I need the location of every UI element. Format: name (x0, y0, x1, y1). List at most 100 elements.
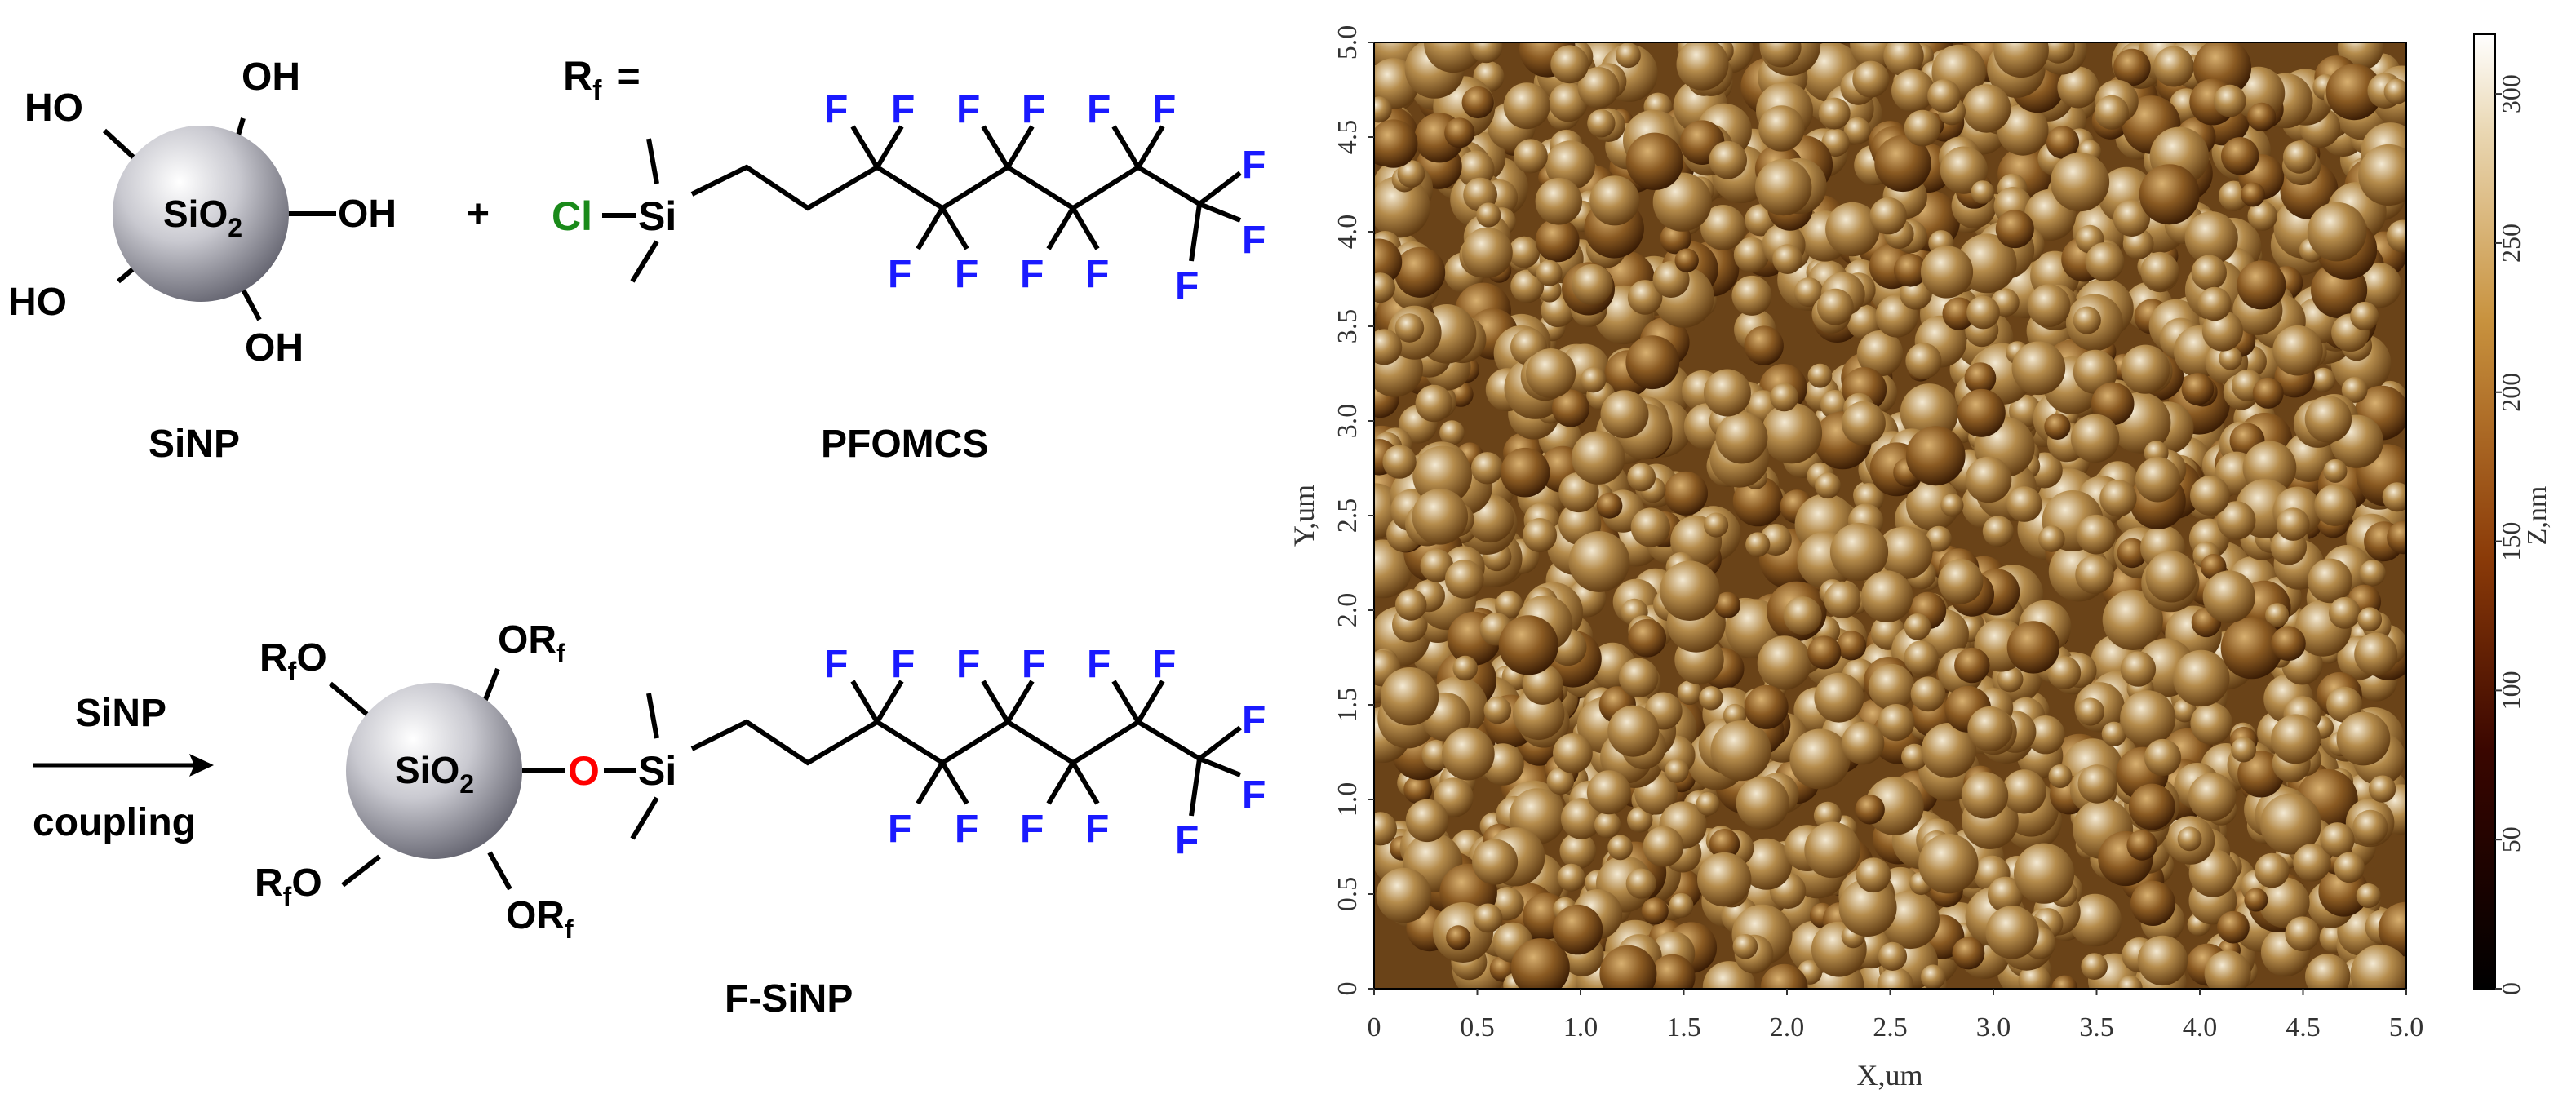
afm-particle (1397, 160, 1425, 188)
afm-particle (1446, 925, 1471, 950)
afm-particle (1982, 516, 2014, 547)
afm-particle (1847, 304, 1882, 340)
x-tick-label: 1.5 (1666, 1012, 1701, 1043)
afm-particle (2190, 702, 2232, 745)
afm-particle (1841, 721, 1885, 765)
afm-particle (1444, 117, 1475, 148)
afm-particle (1856, 857, 1891, 893)
afm-particle (1535, 218, 1580, 263)
afm-particle (1927, 79, 1961, 113)
afm-particle (1483, 696, 1512, 724)
afm-particle (2201, 310, 2243, 352)
afm-particle (1669, 892, 1694, 918)
afm-particle (2387, 520, 2406, 555)
afm-particle (2247, 102, 2277, 131)
afm-particle (2244, 888, 2268, 912)
afm-particle (1545, 140, 1595, 191)
x-tick-label: 4.0 (2183, 1012, 2218, 1043)
afm-particle (2323, 458, 2348, 483)
afm-particle (2255, 852, 2290, 888)
y-tick-label: 0.5 (1332, 877, 1363, 912)
afm-particle (1376, 867, 1432, 923)
fluorine-atom: F (1152, 643, 1176, 686)
x-tick-label: 4.5 (2286, 1012, 2321, 1043)
afm-particle (2173, 698, 2197, 723)
afm-particle (1891, 69, 1935, 113)
afm-particle (1415, 384, 1453, 423)
x-tick-label: 5.0 (2389, 1012, 2424, 1043)
afm-particle (2356, 262, 2402, 308)
afm-particle (1374, 539, 1412, 599)
fluorine-atom: F (1242, 773, 1266, 817)
afm-particle (1740, 838, 1793, 890)
afm-particle (2128, 783, 2175, 830)
orf-label: ORf (498, 618, 565, 668)
afm-particle (1843, 117, 1871, 144)
silicon-atom: Si (638, 748, 676, 794)
afm-particle (1700, 205, 1746, 250)
afm-particle (1589, 175, 1640, 226)
hydroxyl-label: OH (338, 193, 397, 236)
afm-particle (2130, 880, 2176, 926)
afm-particle (1789, 728, 1851, 790)
afm-particle (1452, 655, 1478, 681)
afm-particle (2350, 945, 2406, 989)
afm-particle (1905, 343, 1942, 379)
afm-particle (1476, 202, 1501, 228)
afm-particle (1510, 938, 1570, 989)
afm-particle (1772, 244, 1803, 274)
afm-particle (2075, 555, 2114, 595)
methyl-bond (646, 138, 659, 184)
afm-particle (1625, 868, 1656, 899)
afm-particle (2099, 480, 2137, 517)
afm-particle (2050, 153, 2110, 212)
afm-particle (1926, 525, 1952, 552)
y-tick-label: 2.5 (1332, 498, 1363, 534)
afm-particle (2271, 626, 2306, 662)
afm-particle (2070, 414, 2120, 463)
afm-particle (1470, 42, 1503, 64)
hydroxyl-label: HO (8, 281, 67, 324)
afm-particle (2188, 773, 2237, 822)
afm-particle (2048, 764, 2073, 788)
afm-particle (2259, 877, 2310, 928)
afm-particle (2311, 367, 2336, 392)
sio2-label: SiO2 (163, 193, 242, 242)
afm-particle (1804, 822, 1861, 879)
afm-particle (1997, 666, 2024, 693)
sinp-name: SiNP (149, 423, 240, 466)
fluorine-atom: F (1085, 253, 1109, 296)
afm-particle (2117, 538, 2148, 569)
afm-particle (1997, 104, 2049, 156)
afm-particle (1793, 277, 1824, 308)
afm-particle (2076, 514, 2117, 555)
fluorine-atom: F (1087, 643, 1111, 686)
afm-particle (1731, 275, 1772, 316)
afm-particle (2350, 301, 2379, 330)
afm-particle (2006, 486, 2042, 522)
afm-particle (2369, 775, 2396, 803)
afm-particle (1852, 60, 1890, 98)
afm-particle (1630, 507, 1670, 547)
afm-particle (1965, 456, 2012, 503)
afm-particle (1495, 591, 1523, 619)
afm-particle (1472, 839, 1519, 885)
chlorine-atom: Cl (552, 193, 592, 239)
afm-particle (2197, 286, 2232, 321)
afm-particle (1816, 288, 1854, 326)
pfomcs-name: PFOMCS (821, 423, 988, 466)
afm-particle (1732, 934, 1758, 959)
y-tick-label: 5.0 (1332, 25, 1363, 60)
afm-particle (1901, 743, 1928, 771)
afm-particle (1546, 767, 1575, 795)
afm-particle (1572, 264, 1613, 305)
afm-particle (1508, 236, 1541, 268)
afm-particle (2046, 126, 2080, 159)
arrow-label-below: coupling (33, 801, 196, 844)
afm-particle (1744, 684, 1789, 729)
afm-particle (1878, 941, 1908, 971)
x-tick-label: 0.5 (1460, 1012, 1495, 1043)
afm-particle (2271, 714, 2321, 764)
afm-particle (2184, 211, 2238, 265)
